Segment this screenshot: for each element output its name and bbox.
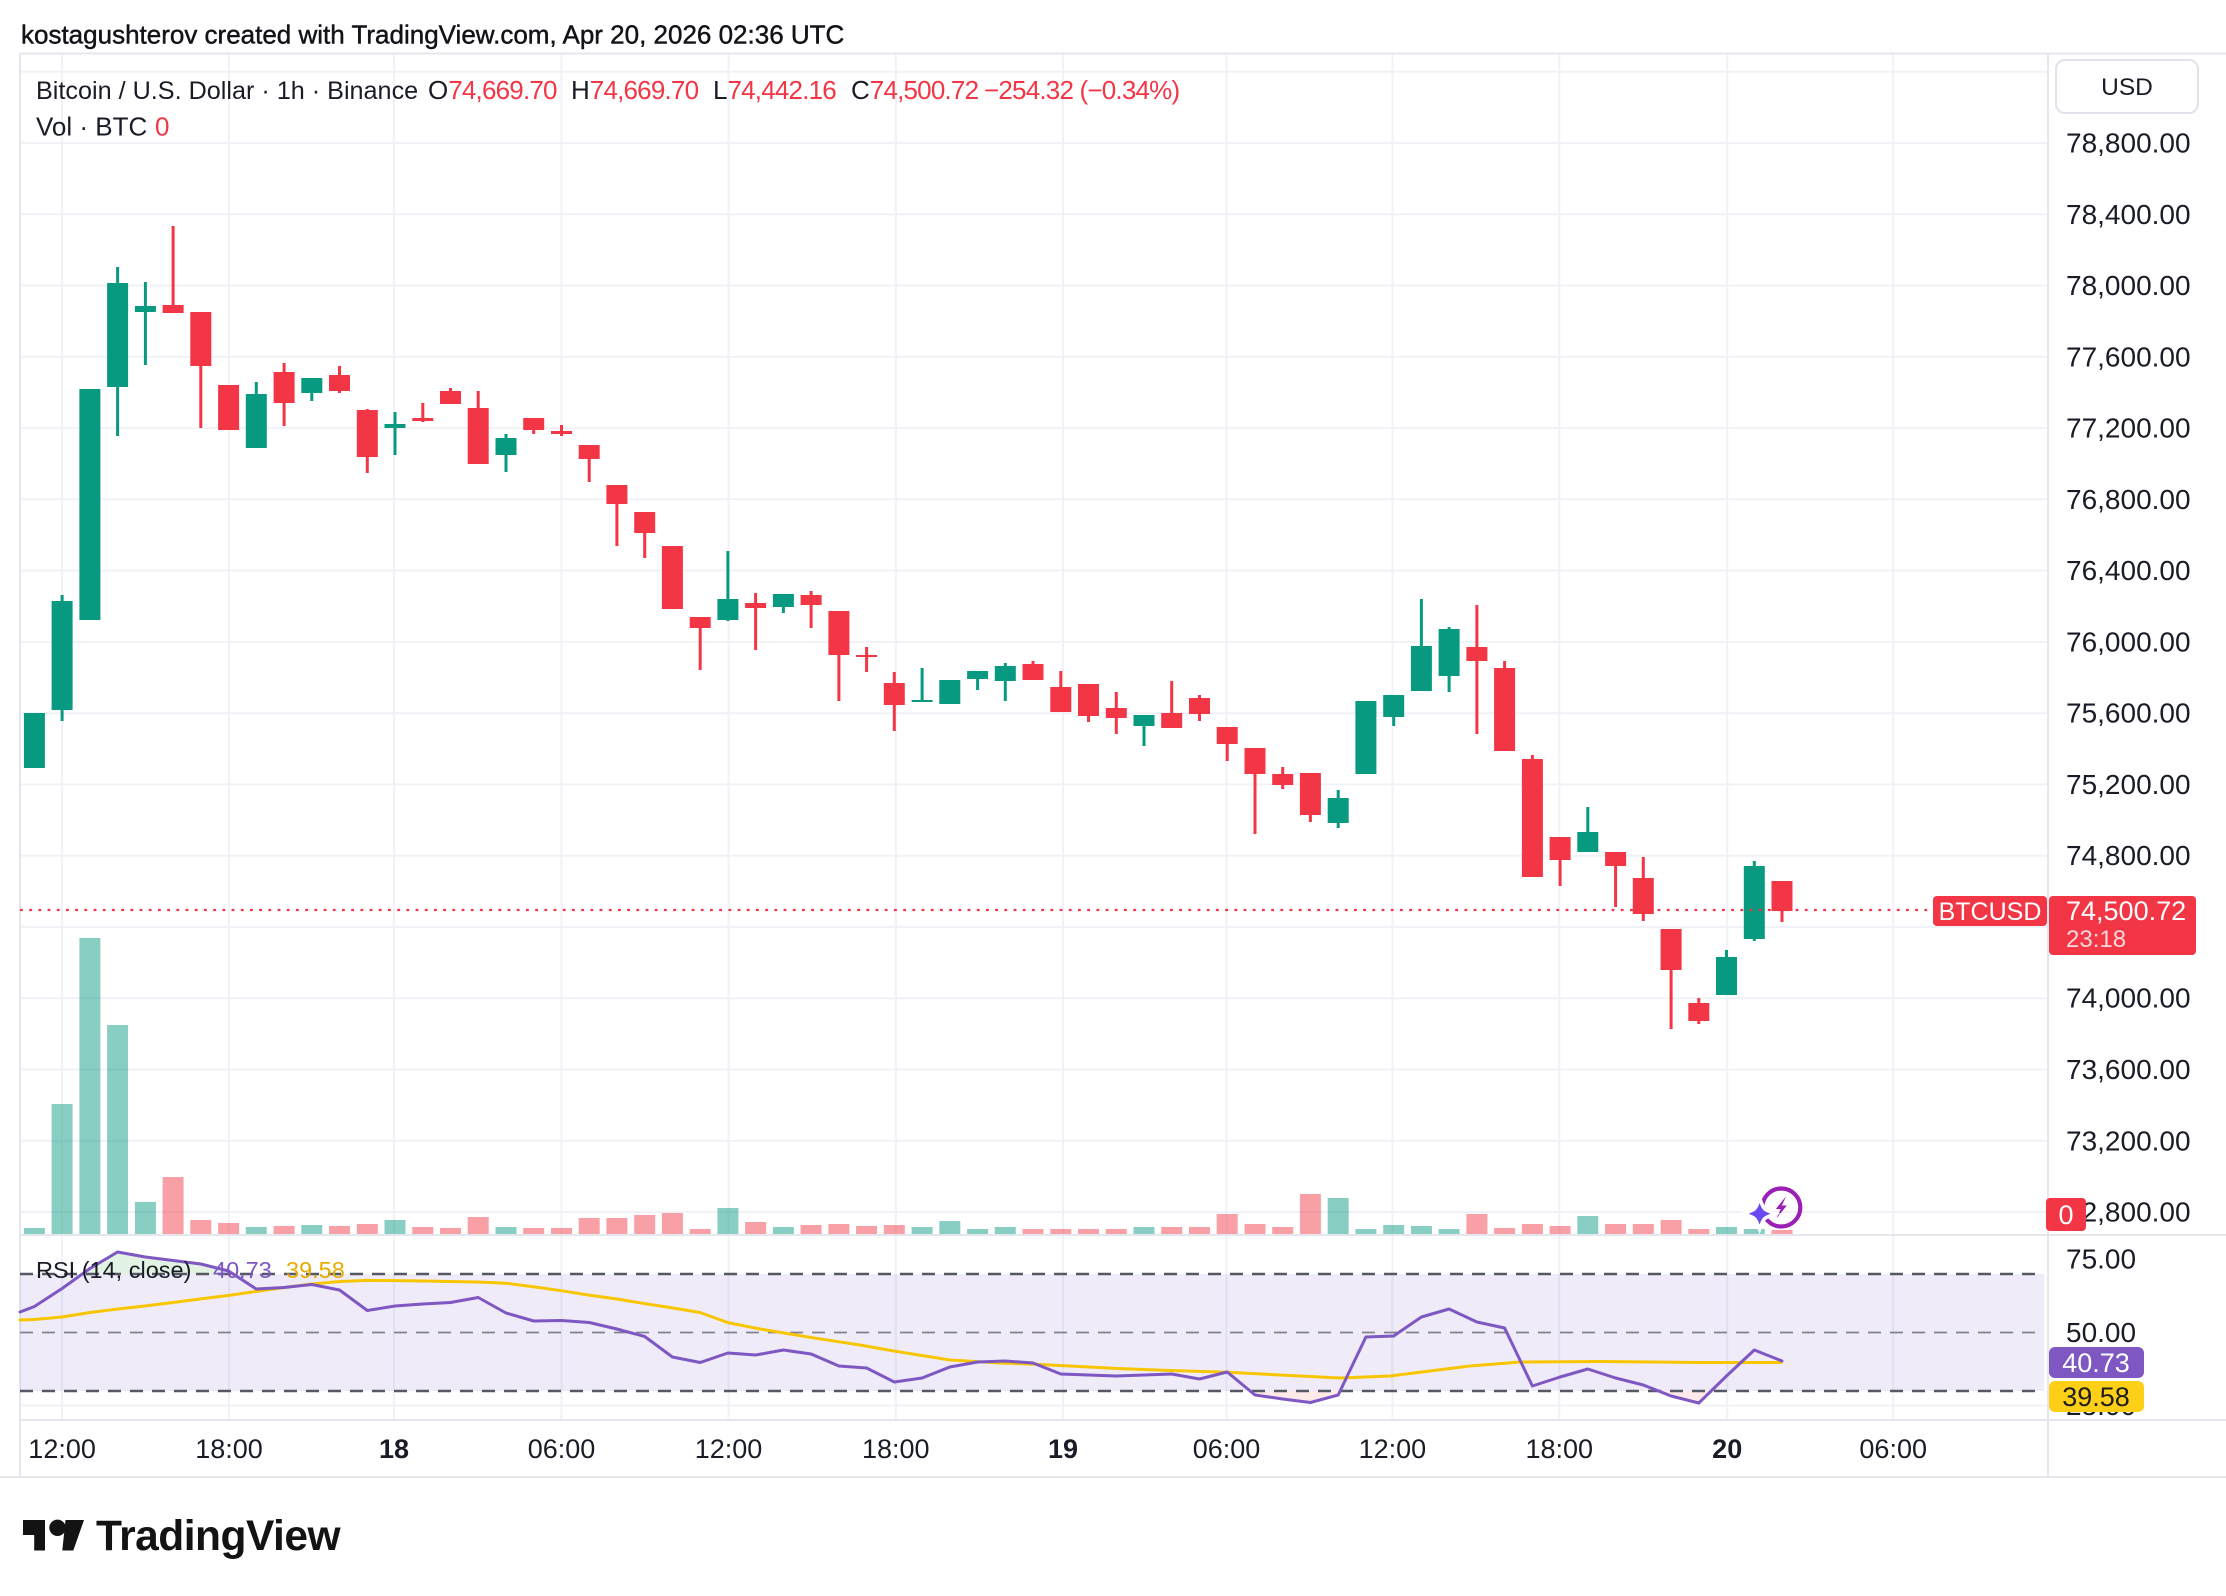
- svg-text:0: 0: [2058, 1200, 2073, 1230]
- svg-text:RSI (14, close): RSI (14, close): [36, 1257, 191, 1283]
- svg-text:20: 20: [1712, 1434, 1742, 1464]
- svg-text:78,800.00: 78,800.00: [2066, 128, 2191, 159]
- svg-text:74,800.00: 74,800.00: [2066, 840, 2191, 871]
- svg-text:12:00: 12:00: [1359, 1434, 1427, 1464]
- svg-text:76,400.00: 76,400.00: [2066, 555, 2191, 586]
- svg-text:76,800.00: 76,800.00: [2066, 484, 2191, 515]
- svg-text:73,600.00: 73,600.00: [2066, 1054, 2191, 1085]
- svg-text:75,600.00: 75,600.00: [2066, 698, 2191, 729]
- svg-text:C74,500.72: C74,500.72: [851, 75, 979, 105]
- svg-text:40.73: 40.73: [213, 1257, 272, 1283]
- svg-text:−254.32 (−0.34%): −254.32 (−0.34%): [984, 75, 1179, 105]
- svg-text:40.73: 40.73: [2062, 1348, 2130, 1378]
- svg-text:72,800.00: 72,800.00: [2066, 1197, 2191, 1228]
- svg-text:74,500.72: 74,500.72: [2066, 896, 2186, 926]
- svg-text:74,000.00: 74,000.00: [2066, 983, 2191, 1014]
- svg-text:06:00: 06:00: [1859, 1434, 1927, 1464]
- svg-text:O74,669.70: O74,669.70: [428, 75, 557, 105]
- svg-text:06:00: 06:00: [1193, 1434, 1261, 1464]
- svg-text:kostagushterov created with Tr: kostagushterov created with TradingView.…: [21, 20, 844, 50]
- svg-text:77,600.00: 77,600.00: [2066, 341, 2191, 372]
- svg-text:75.00: 75.00: [2066, 1244, 2136, 1275]
- svg-text:USD: USD: [2101, 74, 2153, 101]
- svg-text:12:00: 12:00: [28, 1434, 96, 1464]
- svg-text:12:00: 12:00: [695, 1434, 763, 1464]
- svg-text:76,000.00: 76,000.00: [2066, 626, 2191, 657]
- svg-text:TradingView: TradingView: [96, 1513, 342, 1560]
- svg-text:18:00: 18:00: [1526, 1434, 1594, 1464]
- svg-text:18:00: 18:00: [862, 1434, 930, 1464]
- svg-text:Vol · BTC: Vol · BTC: [36, 112, 147, 142]
- svg-text:23:18: 23:18: [2066, 926, 2126, 953]
- svg-text:78,400.00: 78,400.00: [2066, 199, 2191, 230]
- svg-text:75,200.00: 75,200.00: [2066, 769, 2191, 800]
- svg-text:18: 18: [379, 1434, 409, 1464]
- svg-text:19: 19: [1048, 1434, 1078, 1464]
- svg-text:78,000.00: 78,000.00: [2066, 270, 2191, 301]
- svg-text:0: 0: [155, 112, 169, 142]
- svg-text:73,200.00: 73,200.00: [2066, 1125, 2191, 1156]
- svg-text:BTCUSD: BTCUSD: [1939, 898, 2042, 926]
- svg-text:Bitcoin / U.S. Dollar · 1h · B: Bitcoin / U.S. Dollar · 1h · Binance: [36, 77, 418, 105]
- svg-text:50.00: 50.00: [2066, 1317, 2136, 1348]
- svg-text:L74,442.16: L74,442.16: [713, 75, 836, 105]
- svg-text:39.58: 39.58: [2062, 1382, 2130, 1412]
- svg-text:06:00: 06:00: [528, 1434, 596, 1464]
- svg-text:39.58: 39.58: [286, 1257, 345, 1283]
- svg-text:77,200.00: 77,200.00: [2066, 413, 2191, 444]
- svg-text:18:00: 18:00: [195, 1434, 263, 1464]
- svg-text:H74,669.70: H74,669.70: [571, 75, 699, 105]
